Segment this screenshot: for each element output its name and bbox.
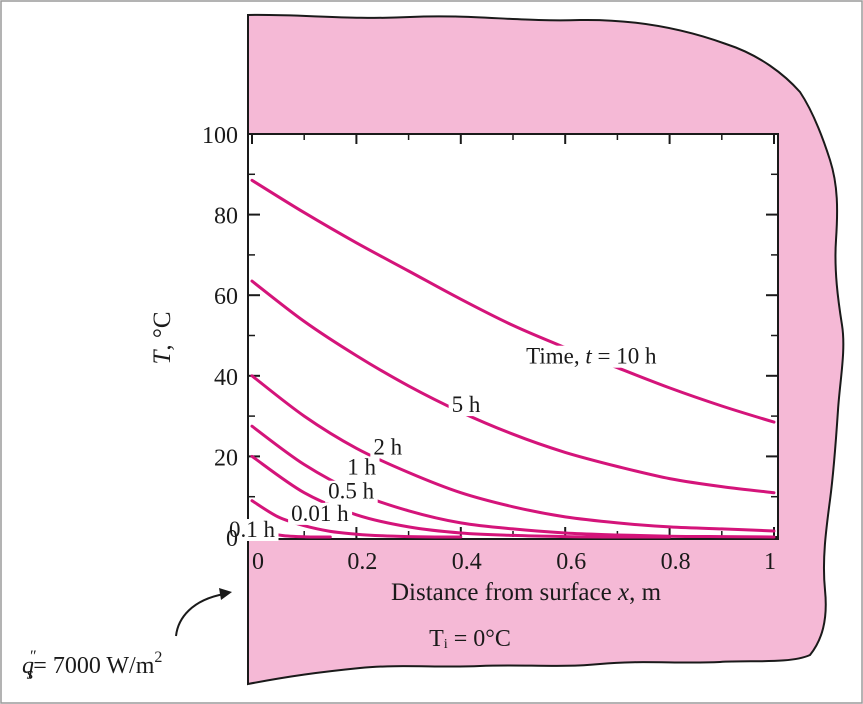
curve-label-group: 2 h (370, 434, 406, 459)
curve-label-gap (325, 480, 378, 503)
curve-label: 5 h (452, 392, 481, 417)
x-axis-label: Distance from surface x, m (391, 579, 662, 606)
curve-label-group: 0.5 h (325, 479, 378, 504)
x-tick-label-0-8: 0.8 (661, 549, 691, 575)
curve-label-group: 5 h (448, 392, 484, 417)
curve-label: Time, t = 10 h (526, 344, 657, 369)
curve-label-gap (288, 502, 353, 525)
initial-temperature-label: Tᵢ = 0°C (429, 626, 511, 652)
curve-label: 0.1 h (229, 517, 276, 542)
y-tick-label-100: 100 (202, 123, 238, 149)
curve-label: 1 h (347, 455, 376, 480)
heat-flux-label: q″ s= 7000 W/m2 (22, 648, 162, 683)
curve-2-h (250, 374, 776, 533)
curve-label-group: 0.01 h (288, 501, 353, 526)
y-tick-label-40: 40 (214, 365, 238, 391)
plot-background (247, 133, 779, 540)
curve-0-1-h (250, 499, 463, 539)
heat-flux-arrow (175, 593, 225, 637)
x-tick-label-0-6: 0.6 (556, 549, 586, 575)
heat-flux-arrowhead (219, 588, 232, 600)
x-tick-label-0-2: 0.2 (347, 549, 377, 575)
curve-label-gap (226, 519, 279, 541)
curve-label: 2 h (373, 434, 402, 459)
curve-time-t-10-h (250, 178, 776, 424)
y-tick-label-20: 20 (214, 445, 238, 471)
curve-label: 0.01 h (291, 501, 349, 526)
curve-label-gap (344, 456, 380, 479)
curve-label-gap (370, 436, 406, 459)
plot-area: Time, t = 10 h5 h2 h1 h0.5 h0.1 h0.01 h … (202, 123, 779, 575)
x-tick-label-1: 1 (764, 549, 776, 575)
curve-5-h (250, 279, 776, 495)
tick-labels: 0 0.2 0.4 0.6 0.8 1 0 20 40 60 80 100 (202, 123, 776, 575)
x-tick-label-0: 0 (252, 549, 264, 575)
curve-label-group: 1 h (344, 455, 380, 480)
x-tick-label-0-4: 0.4 (452, 549, 482, 575)
y-tick-label-80: 80 (214, 204, 238, 230)
curve-label-gap (448, 394, 484, 417)
curve-label-gap (523, 345, 660, 368)
curve-label-group: Time, t = 10 h (523, 344, 660, 369)
y-tick-label-0: 0 (226, 526, 238, 552)
curve-label: 0.5 h (328, 479, 375, 504)
curve-0-5-h (250, 454, 672, 539)
temperature-curves (250, 178, 776, 539)
curve-label-group: 0.1 h (226, 517, 279, 542)
y-tick-label-60: 60 (214, 284, 238, 310)
curve-labels: Time, t = 10 h 5 h 2 h1 h0.5 h 0.1 h 0.01 h (226, 344, 660, 542)
y-axis-label: T, °C (149, 311, 176, 364)
